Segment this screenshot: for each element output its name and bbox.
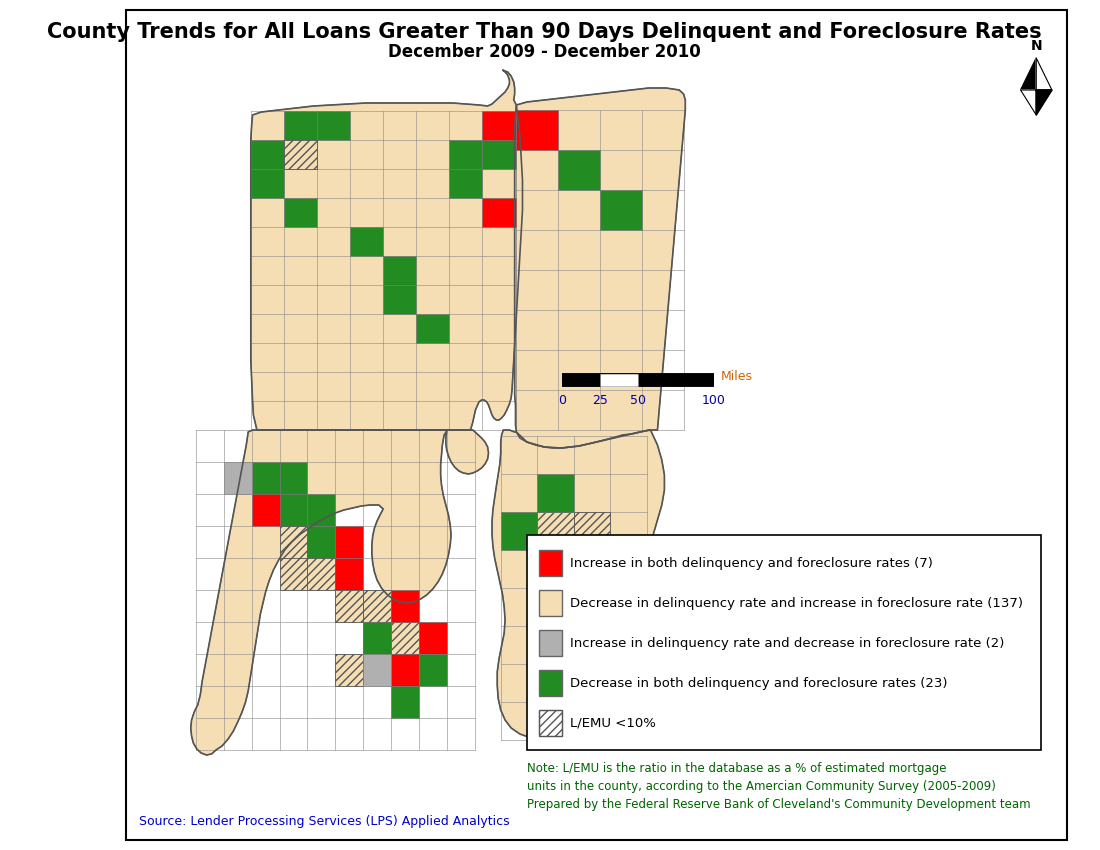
Bar (416, 314, 449, 343)
Bar (279, 462, 307, 494)
Bar (279, 526, 307, 558)
Bar (363, 590, 390, 622)
Bar (600, 190, 641, 230)
Bar (363, 622, 390, 654)
Bar (307, 494, 336, 526)
Bar (449, 140, 483, 169)
Polygon shape (251, 70, 522, 430)
Bar (516, 110, 558, 150)
Text: L/EMU <10%: L/EMU <10% (571, 717, 657, 729)
Bar (279, 526, 307, 558)
Bar (390, 686, 419, 718)
Bar (279, 558, 307, 590)
Bar (223, 462, 252, 494)
Bar (336, 590, 363, 622)
Bar (483, 198, 516, 227)
Bar (284, 140, 317, 169)
Bar (483, 111, 516, 140)
Bar (363, 622, 390, 654)
Bar (390, 654, 419, 686)
Bar (363, 654, 390, 686)
Bar (527, 535, 1041, 750)
Bar (574, 550, 611, 588)
Text: County Trends for All Loans Greater Than 90 Days Delinquent and Foreclosure Rate: County Trends for All Loans Greater Than… (47, 22, 1042, 42)
Bar (574, 512, 611, 550)
Bar (419, 622, 447, 654)
Text: 50: 50 (630, 394, 646, 407)
Polygon shape (515, 88, 685, 448)
Bar (307, 526, 336, 558)
Bar (336, 590, 363, 622)
Bar (574, 512, 611, 550)
Text: N: N (1031, 39, 1042, 53)
Bar (537, 512, 574, 550)
Text: Miles: Miles (720, 370, 754, 382)
Text: Increase in delinquency rate and decrease in foreclosure rate (2): Increase in delinquency rate and decreas… (571, 637, 1004, 649)
Bar (336, 654, 363, 686)
Bar (390, 622, 419, 654)
Bar (363, 590, 390, 622)
Bar (539, 710, 562, 736)
Polygon shape (492, 430, 664, 740)
Text: 0: 0 (558, 394, 565, 407)
Bar (537, 512, 574, 550)
Text: Increase in both delinquency and foreclosure rates (7): Increase in both delinquency and foreclo… (571, 557, 933, 570)
Text: Decrease in both delinquency and foreclosure rates (23): Decrease in both delinquency and foreclo… (571, 677, 948, 689)
Bar (390, 590, 419, 622)
Text: Note: L/EMU is the ratio in the database as a % of estimated mortgage
units in t: Note: L/EMU is the ratio in the database… (527, 762, 1031, 811)
Bar (539, 630, 562, 656)
Polygon shape (190, 430, 488, 755)
Text: Source: Lender Processing Services (LPS) Applied Analytics: Source: Lender Processing Services (LPS)… (140, 815, 510, 828)
Bar (336, 654, 363, 686)
Bar (539, 710, 562, 736)
Text: 25: 25 (592, 394, 607, 407)
Bar (574, 550, 611, 588)
Text: Decrease in delinquency rate and increase in foreclosure rate (137): Decrease in delinquency rate and increas… (571, 597, 1023, 609)
Bar (537, 474, 574, 512)
Bar (279, 558, 307, 590)
Bar (284, 198, 317, 227)
Bar (363, 622, 390, 654)
Polygon shape (1036, 90, 1052, 115)
Bar (449, 169, 483, 198)
Bar (419, 654, 447, 686)
Bar (284, 140, 317, 169)
Bar (307, 558, 336, 590)
Bar (383, 256, 416, 285)
Bar (252, 462, 279, 494)
Bar (284, 140, 317, 169)
Polygon shape (1021, 90, 1036, 115)
Bar (307, 558, 336, 590)
Polygon shape (1021, 58, 1036, 90)
Bar (539, 590, 562, 616)
Bar (251, 169, 284, 198)
Bar (336, 526, 363, 558)
Bar (317, 111, 350, 140)
Bar (558, 150, 600, 190)
Text: 100: 100 (702, 394, 726, 407)
Bar (252, 494, 279, 526)
Bar (500, 512, 537, 550)
Text: December 2009 - December 2010: December 2009 - December 2010 (388, 43, 701, 61)
Bar (483, 140, 516, 169)
Bar (390, 622, 419, 654)
Bar (336, 558, 363, 590)
Bar (284, 111, 317, 140)
Bar (539, 550, 562, 576)
Bar (251, 140, 284, 169)
Polygon shape (1036, 58, 1052, 90)
Bar (539, 670, 562, 696)
Bar (383, 285, 416, 314)
Bar (279, 494, 307, 526)
Bar (350, 227, 383, 256)
